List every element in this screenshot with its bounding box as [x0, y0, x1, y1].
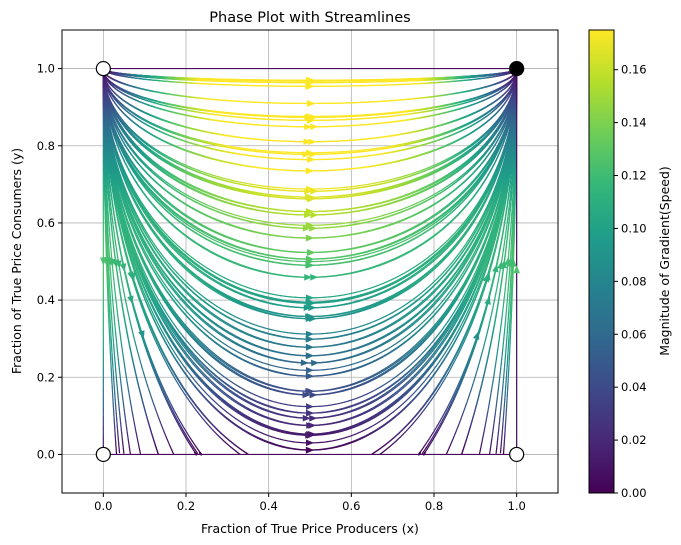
streamlines: [102, 67, 518, 456]
chart-title: Phase Plot with Streamlines: [209, 10, 410, 26]
streamline-segment: [156, 451, 159, 455]
streamline-segment: [195, 450, 199, 455]
